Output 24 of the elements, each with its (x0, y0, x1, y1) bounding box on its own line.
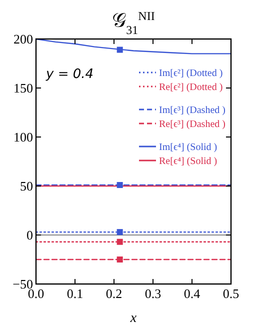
annotation: y = 0.4 (45, 67, 94, 82)
point (116, 182, 123, 188)
y-tick-label: 200 (14, 32, 33, 46)
line-series (35, 38, 232, 54)
x-tick-label: 0.2 (106, 286, 122, 301)
legend-label: Im[ϵ³] (Dashed ) (159, 105, 226, 116)
x-axis-title: x (129, 311, 138, 326)
x-tick-label: 0.1 (66, 286, 84, 301)
point (116, 238, 123, 245)
point (116, 46, 123, 53)
legend-label: Im[ϵ²] (Dotted ) (159, 68, 223, 79)
x-tick-label: 0.5 (222, 286, 240, 301)
x-tick-label: 0.3 (144, 286, 162, 301)
y-tick-label: 0 (26, 228, 33, 242)
point (116, 229, 123, 236)
x-tick-label: 0.4 (184, 286, 201, 301)
legend-label: Im[ϵ⁴] (Solid ) (159, 142, 218, 153)
point (116, 256, 123, 262)
y-tick-label: 150 (14, 80, 33, 96)
y-tick-label: 100 (14, 130, 33, 144)
legend-label: Re[ϵ²] (Dotted ) (159, 82, 223, 93)
y-tick-label: 50 (20, 178, 33, 194)
legend-label: Re[ϵ³] (Dashed ) (159, 119, 226, 130)
legend-label: Re[ϵ⁴] (Solid ) (159, 156, 218, 167)
